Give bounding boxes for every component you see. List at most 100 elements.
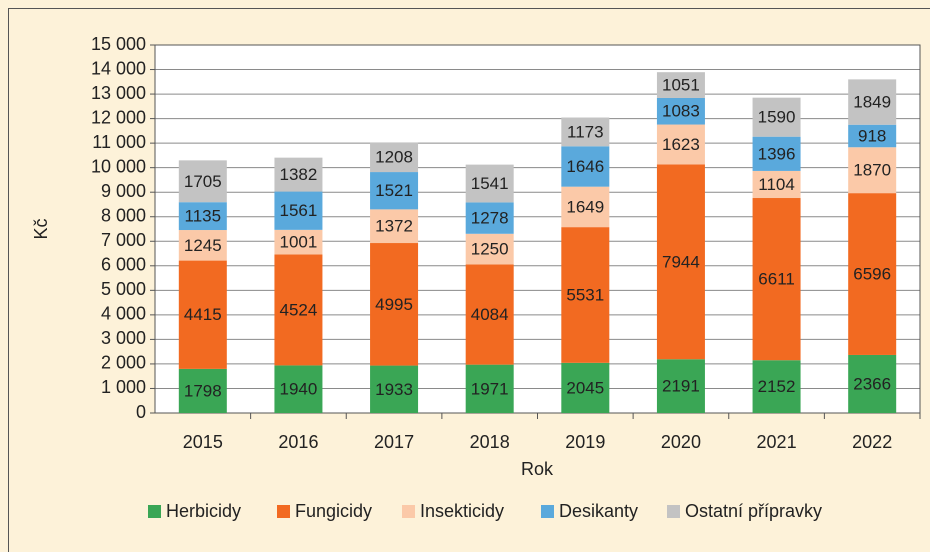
bar-segment — [370, 365, 419, 413]
value-label: 1001 — [280, 233, 318, 252]
value-label: 5531 — [566, 285, 604, 304]
value-label: 1382 — [280, 165, 318, 184]
value-label: 4524 — [280, 300, 318, 319]
y-tick-label: 2 000 — [101, 353, 146, 373]
y-axis-title: Kč — [31, 218, 51, 239]
y-tick-label: 12 000 — [91, 107, 146, 127]
bar-segment — [752, 136, 801, 171]
legend-label: Desikanty — [559, 501, 638, 521]
legend-label: Ostatní přípravky — [685, 501, 822, 521]
value-label: 1798 — [184, 381, 222, 400]
x-tick-label: 2016 — [278, 432, 318, 452]
bar-segment — [274, 365, 323, 413]
y-tick-label: 6 000 — [101, 255, 146, 275]
frame — [8, 8, 930, 552]
value-label: 918 — [858, 126, 886, 145]
legend-swatch — [541, 505, 554, 518]
y-tick-label: 10 000 — [91, 156, 146, 176]
value-label: 4995 — [375, 295, 413, 314]
bar-segment — [178, 160, 227, 203]
value-label: 1135 — [185, 207, 222, 226]
value-label: 1396 — [758, 144, 796, 163]
bar-segment — [274, 191, 323, 230]
legend-swatch — [402, 505, 415, 518]
value-label: 2191 — [662, 377, 700, 396]
value-label: 1245 — [184, 236, 222, 255]
y-tick-label: 11 000 — [92, 132, 146, 152]
bar-segment — [465, 202, 514, 234]
value-label: 4084 — [471, 305, 509, 324]
bar-segment — [561, 186, 610, 228]
bar-segment — [848, 79, 897, 125]
bar-segment — [848, 354, 897, 413]
x-tick-label: 2018 — [470, 432, 510, 452]
value-label: 2045 — [566, 378, 604, 397]
bar-segment — [178, 260, 227, 369]
x-axis-title: Rok — [521, 459, 554, 479]
y-tick-label: 8 000 — [101, 205, 146, 225]
value-label: 1561 — [280, 201, 318, 220]
y-tick-label: 7 000 — [101, 230, 146, 250]
bar-segment — [656, 359, 705, 413]
bar-segment — [656, 124, 705, 165]
bar-segment — [465, 364, 514, 413]
y-tick-label: 9 000 — [101, 181, 146, 201]
bar-segment — [752, 170, 801, 199]
bar-segment — [561, 227, 610, 363]
value-label: 1372 — [375, 217, 413, 236]
value-label: 1590 — [758, 108, 796, 127]
y-tick-label: 15 000 — [91, 34, 146, 54]
value-label: 1173 — [567, 122, 604, 141]
y-tick-label: 3 000 — [101, 328, 146, 348]
value-label: 1083 — [662, 102, 700, 121]
legend-swatch — [667, 505, 680, 518]
value-label: 1646 — [566, 157, 604, 176]
bar-segment — [752, 360, 801, 413]
value-label: 1940 — [280, 380, 318, 399]
bar-segment — [656, 97, 705, 125]
bar-segment — [561, 146, 610, 187]
value-label: 1104 — [758, 175, 795, 194]
x-tick-label: 2020 — [661, 432, 701, 452]
x-tick-label: 2019 — [565, 432, 605, 452]
bar-segment — [465, 264, 514, 365]
value-label: 1623 — [662, 135, 700, 154]
y-tick-label: 5 000 — [101, 279, 146, 299]
value-label: 7944 — [662, 252, 700, 271]
plot-area — [155, 45, 920, 413]
bar-segment — [848, 124, 897, 148]
bar-segment — [370, 172, 419, 210]
bar-segment — [274, 254, 323, 366]
bar-segment — [465, 164, 514, 203]
bar-segment — [370, 243, 419, 366]
bar-segment — [752, 97, 801, 137]
bar-segment — [178, 230, 227, 261]
y-tick-label: 1 000 — [101, 377, 146, 397]
value-label: 1278 — [471, 209, 509, 228]
legend-label: Herbicidy — [166, 501, 241, 521]
legend-swatch — [148, 505, 161, 518]
y-tick-label: 14 000 — [91, 58, 146, 78]
bar-segment — [561, 117, 610, 147]
value-label: 6596 — [853, 265, 891, 284]
bar-segment — [370, 142, 419, 173]
value-label: 1933 — [375, 380, 413, 399]
legend-label: Fungicidy — [295, 501, 372, 521]
value-label: 6611 — [758, 270, 795, 289]
bar-segment — [370, 209, 419, 244]
bar-segment — [561, 362, 610, 413]
bar-segment — [274, 157, 323, 192]
value-label: 4415 — [184, 305, 222, 324]
bar-segment — [274, 229, 323, 255]
bar-segment — [656, 164, 705, 360]
bar-segment — [848, 147, 897, 194]
bar-segment — [465, 233, 514, 265]
x-tick-label: 2022 — [852, 432, 892, 452]
value-label: 1870 — [853, 161, 891, 180]
value-label: 1705 — [184, 172, 222, 191]
x-tick-label: 2015 — [183, 432, 223, 452]
value-label: 1971 — [471, 379, 509, 398]
value-label: 1849 — [853, 93, 891, 112]
x-tick-label: 2017 — [374, 432, 414, 452]
